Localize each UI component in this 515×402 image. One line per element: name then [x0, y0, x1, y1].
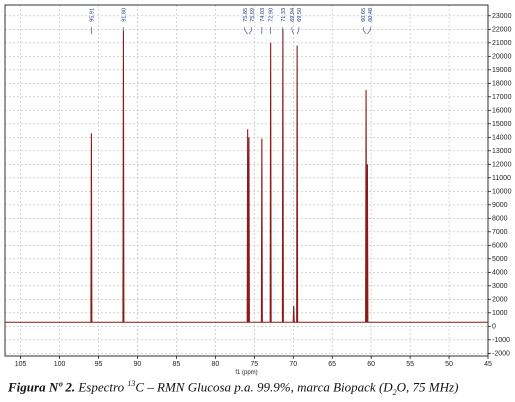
- y-tick-label: 2000: [492, 297, 508, 304]
- caption-label: Figura Nº 2.: [8, 379, 76, 395]
- y-tick-label: 5000: [492, 256, 508, 263]
- y-tick-label: 15000: [492, 121, 512, 128]
- plot-frame: [4, 4, 489, 357]
- peak-label: 95.91: [89, 8, 95, 22]
- x-tick-label: 50: [445, 361, 453, 368]
- x-tick-label: 95: [95, 361, 103, 368]
- y-tick-label: 1000: [492, 310, 508, 317]
- y-tick-label: 4000: [492, 270, 508, 277]
- peak-label: 75.85: [243, 8, 249, 22]
- spectrum-line: [5, 29, 488, 323]
- y-tick-label: 3000: [492, 283, 508, 290]
- peak-label: 74.03: [260, 8, 266, 22]
- peak-label: 69.94: [290, 8, 296, 22]
- y-tick-label: 16000: [492, 108, 512, 115]
- y-tick-label: 9000: [492, 202, 508, 209]
- caption-text: C – RMN Glucosa p.a. 99.9%, marca Biopac…: [135, 379, 393, 395]
- y-tick-label: 14000: [492, 135, 512, 142]
- plot-area: [5, 5, 488, 356]
- x-tick-label: 75: [250, 361, 258, 368]
- peak-connector: [244, 27, 248, 35]
- x-axis-label: f1 (ppm): [235, 370, 257, 376]
- x-tick-label: 105: [15, 361, 27, 368]
- x-tick-label: 70: [289, 361, 297, 368]
- y-tick-label: -1000: [492, 337, 510, 344]
- x-tick-label: 90: [134, 361, 142, 368]
- x-tick-label: 55: [406, 361, 414, 368]
- y-tick-label: 17000: [492, 94, 512, 101]
- peak-label: 60.65: [361, 8, 367, 22]
- peak-label: 60.48: [368, 8, 374, 22]
- y-tick-label: 6000: [492, 243, 508, 250]
- peak-label: 71.33: [281, 8, 287, 22]
- y-tick-label: 23000: [492, 13, 512, 20]
- y-tick-label: 19000: [492, 67, 512, 74]
- x-tick-label: 100: [54, 361, 66, 368]
- y-tick-label: 13000: [492, 148, 512, 155]
- y-tick-label: 12000: [492, 162, 512, 169]
- peak-connector: [367, 27, 371, 35]
- y-tick-label: 0: [492, 324, 496, 331]
- y-tick-label: -2000: [492, 351, 510, 358]
- peak-connector: [248, 27, 253, 35]
- y-tick-label: 20000: [492, 54, 512, 61]
- caption-text: Espectro: [75, 379, 128, 395]
- peak-label: 69.50: [297, 8, 303, 22]
- y-tick-label: 11000: [492, 175, 511, 182]
- peak-label: 91.80: [121, 8, 127, 22]
- caption: Figura Nº 2. Espectro 13C – RMN Glucosa …: [8, 379, 458, 397]
- chart: -2000 -1000 0 1000 2000 3000 4000 5000 6000 7000 8…: [4, 4, 512, 376]
- peak-connector: [362, 27, 367, 35]
- x-tick-label: 80: [211, 361, 219, 368]
- x-tick-label: 65: [328, 361, 336, 368]
- x-tick-label: 85: [172, 361, 180, 368]
- y-tick-label: 7000: [492, 229, 508, 236]
- caption-sup: 13: [127, 379, 136, 388]
- caption-sub: 2: [392, 387, 397, 397]
- peak-connector: [296, 27, 300, 35]
- peak-label: 75.69: [250, 8, 256, 22]
- y-tick-label: 18000: [492, 81, 512, 88]
- y-tick-label: 21000: [492, 40, 512, 47]
- peak-connector: [291, 27, 294, 35]
- y-tick-label: 22000: [492, 27, 512, 34]
- caption-text: O, 75 MHz): [396, 379, 459, 395]
- x-tick-label: 45: [484, 361, 492, 368]
- peak-label: 72.90: [269, 8, 275, 22]
- y-tick-label: 8000: [492, 216, 508, 223]
- x-tick-label: 60: [367, 361, 375, 368]
- y-tick-label: 10000: [492, 189, 512, 196]
